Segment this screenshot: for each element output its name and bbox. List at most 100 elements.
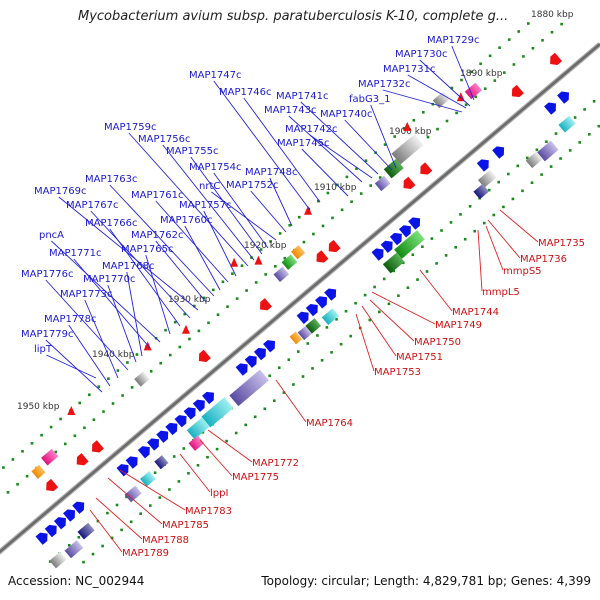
tick-dot xyxy=(207,321,210,325)
tick-dot xyxy=(521,189,524,193)
feature-block xyxy=(186,417,210,440)
reverse-marker xyxy=(403,121,412,131)
tick-dot xyxy=(541,39,544,42)
forward-gene-label: MAP1747c xyxy=(189,70,241,81)
tick-dot xyxy=(292,383,295,386)
tick-dot xyxy=(517,30,520,33)
tick-dot xyxy=(340,208,344,212)
reverse-leader-line xyxy=(419,269,453,312)
feature-block xyxy=(305,318,322,334)
tick-dot xyxy=(121,394,124,397)
reverse-gene-arrow xyxy=(260,298,272,311)
forward-gene-arrow xyxy=(296,311,309,325)
feature-block xyxy=(31,464,46,479)
forward-leader-line xyxy=(109,228,181,327)
forward-gene-label: MAP1755c xyxy=(166,146,218,157)
reverse-gene-label: MAP1753 xyxy=(374,367,421,378)
tick-dot xyxy=(149,504,152,507)
feature-block xyxy=(525,151,543,169)
tick-dot xyxy=(326,191,330,195)
tick-dot xyxy=(110,536,114,540)
tick-dot xyxy=(269,240,272,243)
forward-gene-arrow xyxy=(305,304,318,317)
tick-dot xyxy=(498,46,501,49)
forward-leader-line xyxy=(451,45,475,101)
tick-dot xyxy=(479,62,482,66)
tick-dot xyxy=(421,245,424,248)
reverse-leader-line xyxy=(119,469,186,511)
forward-gene-arrow xyxy=(380,240,393,254)
scale-label: 1950 kbp xyxy=(17,402,60,412)
reverse-gene-label: MAP1764 xyxy=(306,418,353,429)
tick-dot xyxy=(317,199,320,203)
tick-dot xyxy=(325,326,329,329)
forward-gene-label: MAP1765c xyxy=(121,244,173,255)
scale-label: 1900 kbp xyxy=(389,127,432,137)
forward-gene-label: MAP1757c xyxy=(179,200,231,211)
tick-dot xyxy=(460,78,463,82)
forward-gene-arrow xyxy=(63,509,75,522)
tick-dot xyxy=(373,285,376,289)
tick-dot xyxy=(382,277,386,281)
tick-dot xyxy=(449,221,453,224)
tick-dot xyxy=(268,374,271,378)
forward-leader-line xyxy=(370,104,397,169)
tick-dot xyxy=(406,286,410,289)
tick-dot xyxy=(473,229,476,233)
tick-dot xyxy=(16,483,19,486)
tick-dot xyxy=(125,495,128,499)
tick-dot xyxy=(387,302,391,306)
tick-dot xyxy=(488,54,492,58)
reverse-gene-label: MAP1785 xyxy=(162,520,209,531)
forward-leader-line xyxy=(382,89,463,113)
tick-dot xyxy=(454,246,457,249)
tick-dot xyxy=(560,22,563,26)
forward-gene-arrow xyxy=(324,288,337,301)
forward-gene-label: MAP1741c xyxy=(276,91,328,102)
feature-block xyxy=(537,140,559,162)
tick-dot xyxy=(25,474,29,478)
tick-dot xyxy=(425,270,429,273)
forward-gene-label: MAP1732c xyxy=(358,79,410,90)
feature-block xyxy=(281,254,298,270)
tick-dot xyxy=(559,157,562,160)
forward-leader-line xyxy=(243,97,321,203)
tick-dot xyxy=(193,304,196,308)
forward-leader-line xyxy=(109,184,215,297)
tick-dot xyxy=(502,205,505,209)
forward-gene-arrow xyxy=(398,225,411,238)
reverse-leader-line xyxy=(355,313,375,372)
tick-dot xyxy=(412,119,416,122)
tick-dot xyxy=(92,418,96,421)
tick-dot xyxy=(245,289,248,292)
forward-leader-line xyxy=(90,210,191,319)
tick-dot xyxy=(526,156,529,160)
tick-dot xyxy=(111,402,115,405)
tick-dot xyxy=(535,148,539,152)
tick-dot xyxy=(64,442,67,446)
tick-dot xyxy=(402,127,406,130)
scale-label: 1930 kbp xyxy=(168,295,211,305)
reverse-gene-label: MAP1772 xyxy=(252,458,299,469)
forward-gene-label: MAP1752c xyxy=(226,180,278,191)
map-title: Mycobacterium avium subsp. paratuberculo… xyxy=(78,9,509,24)
tick-dot xyxy=(487,188,491,192)
tick-dot xyxy=(311,367,314,370)
tick-dot xyxy=(507,38,511,41)
reverse-gene-arrow xyxy=(550,52,563,65)
forward-gene-label: lipT xyxy=(34,344,53,355)
tick-dot xyxy=(159,361,162,365)
feature-block xyxy=(154,455,169,470)
tick-dot xyxy=(588,133,591,136)
reverse-marker xyxy=(254,255,263,265)
forward-gene-arrow xyxy=(557,91,569,104)
tick-dot xyxy=(78,401,81,405)
tick-dot xyxy=(378,176,382,179)
reverse-leader-line xyxy=(499,209,539,243)
tick-dot xyxy=(422,111,425,114)
tick-dot xyxy=(416,278,419,281)
reverse-gene-arrow xyxy=(46,478,59,492)
forward-gene-label: MAP1730c xyxy=(395,49,447,60)
tick-dot xyxy=(212,288,215,292)
